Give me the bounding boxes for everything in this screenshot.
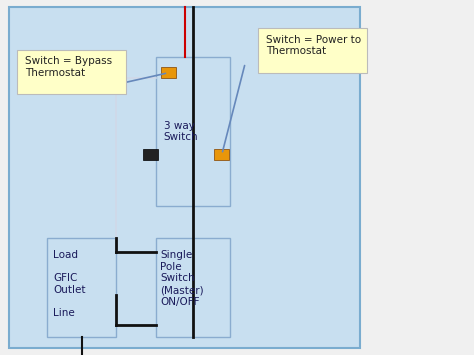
FancyBboxPatch shape [143,149,158,160]
FancyBboxPatch shape [17,50,126,94]
FancyBboxPatch shape [214,149,229,160]
FancyBboxPatch shape [47,238,116,337]
FancyBboxPatch shape [156,57,230,206]
Text: Load

GFIC
Outlet

Line: Load GFIC Outlet Line [53,250,86,318]
FancyBboxPatch shape [161,67,176,78]
FancyBboxPatch shape [156,238,230,337]
Text: 3 way
Switch: 3 way Switch [164,121,198,142]
FancyBboxPatch shape [9,7,360,348]
Text: Single
Pole
Switch
(Master)
ON/OFF: Single Pole Switch (Master) ON/OFF [160,250,204,307]
Text: Switch = Bypass
Thermostat: Switch = Bypass Thermostat [25,56,112,78]
FancyBboxPatch shape [258,28,367,73]
Text: Switch = Power to
Thermostat: Switch = Power to Thermostat [266,35,362,56]
